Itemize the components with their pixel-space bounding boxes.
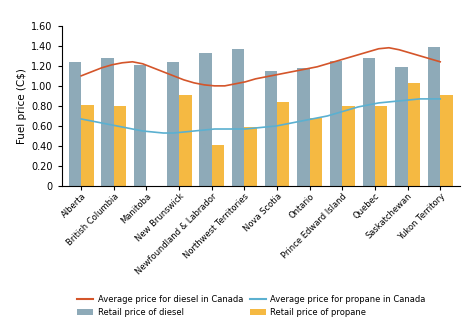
Bar bbox=[179, 95, 191, 186]
Bar bbox=[245, 127, 257, 186]
Bar bbox=[277, 102, 290, 186]
Bar bbox=[342, 106, 355, 186]
Bar bbox=[310, 118, 322, 186]
Bar bbox=[101, 58, 114, 186]
Bar bbox=[81, 105, 93, 186]
Bar bbox=[167, 62, 179, 186]
Bar bbox=[363, 58, 375, 186]
Bar bbox=[264, 71, 277, 186]
Bar bbox=[297, 68, 310, 186]
Bar bbox=[428, 47, 440, 186]
Bar bbox=[134, 65, 146, 186]
Bar bbox=[114, 106, 126, 186]
Bar bbox=[395, 67, 408, 186]
Bar bbox=[440, 95, 453, 186]
Legend: Average price for diesel in Canada, Retail price of diesel, Average price for pr: Average price for diesel in Canada, Reta… bbox=[77, 295, 426, 317]
Bar bbox=[69, 62, 81, 186]
Bar bbox=[212, 145, 224, 186]
Bar bbox=[232, 49, 245, 186]
Bar bbox=[375, 106, 387, 186]
Bar bbox=[200, 53, 212, 186]
Bar bbox=[408, 83, 420, 186]
Y-axis label: Fuel price (C$): Fuel price (C$) bbox=[17, 68, 27, 144]
Bar bbox=[330, 61, 342, 186]
